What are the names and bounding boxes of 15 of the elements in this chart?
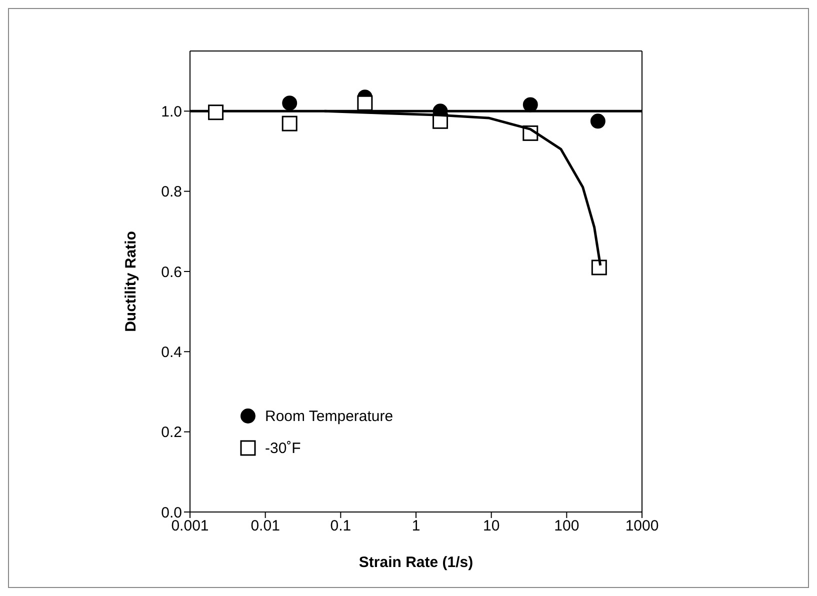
y-tick-label: 0.8	[161, 184, 182, 201]
x-tick-label: 10	[482, 518, 500, 535]
y-axis-title: Ductility Ratio	[122, 231, 140, 332]
x-tick-label: 0.01	[250, 518, 280, 535]
legend-label: Room Temperature	[265, 408, 394, 424]
y-tick-label: 0.4	[161, 344, 182, 361]
y-tick-label: 1.0	[161, 103, 182, 120]
x-tick-label: 0.1	[330, 518, 352, 535]
x-axis-title: Strain Rate (1/s)	[358, 554, 474, 571]
y-tick-label: 0.2	[161, 424, 182, 442]
legend-label: -30˚F	[265, 440, 301, 456]
x-tick-label: 1000	[625, 518, 659, 535]
x-tick-label: 1	[412, 518, 420, 535]
x-tick-label: 100	[554, 518, 580, 535]
y-tick-label: 0.6	[161, 264, 182, 281]
